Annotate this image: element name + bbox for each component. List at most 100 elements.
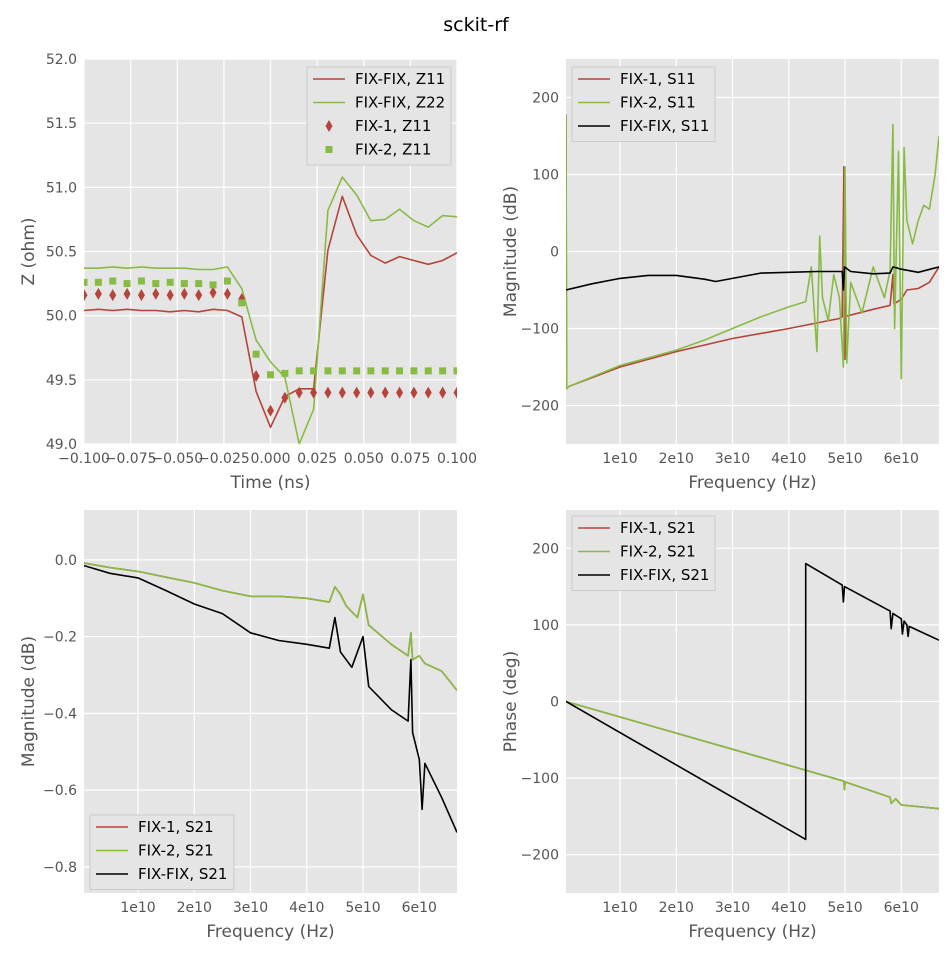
y-tick-label: 51.5: [46, 116, 77, 132]
series-fix-2-z11-point: [252, 350, 260, 358]
y-tick-label: 100: [532, 168, 559, 184]
legend: FIX-FIX, Z11 FIX-FIX, Z22 FIX-1, Z11 FIX-2,…: [306, 66, 452, 166]
series-fix-1-z11-point: [310, 386, 318, 399]
y-tick-label: −200: [521, 848, 559, 864]
x-tick-label: 2e10: [177, 900, 212, 916]
series-fix-2-z11-point: [310, 367, 318, 375]
series-fix-1-z11-point: [439, 386, 447, 399]
series-fix-1-z11-point: [195, 289, 203, 302]
x-tick-label: 0.100: [437, 451, 477, 467]
series-fix-1-z11-point: [252, 369, 260, 382]
series-fix-2-z11-point: [223, 277, 231, 285]
y-axis-label: Z (ohm): [19, 217, 39, 285]
x-tick-label: 1e10: [602, 451, 637, 467]
series-fix-2-z11-point: [281, 369, 289, 377]
y-tick-label: 51.0: [46, 180, 77, 196]
series-fix-1-z11-point: [396, 386, 404, 399]
legend: FIX-1, S11 FIX-2, S11 FIX-FIX, S11: [571, 66, 716, 142]
legend: FIX-1, S21 FIX-2, S21 FIX-FIX, S21: [89, 814, 235, 890]
series-fix-2-z11-point: [166, 278, 174, 286]
series-fix-1-z11-point: [338, 386, 346, 399]
series-fix-2-s21-line: [566, 700, 939, 810]
legend-label: FIX-FIX, S11: [620, 117, 709, 135]
series-fix-1-z11-point: [123, 287, 131, 300]
series-group: [566, 114, 939, 390]
x-tick-label: 4e10: [289, 900, 324, 916]
series-fix-1-z11-point: [152, 287, 160, 300]
subplot-1: −0.100−0.075−0.050−0.025 0.000 0.025 0.050 0…: [19, 52, 477, 493]
x-tick-label: 6e10: [884, 451, 919, 467]
series-fix-1-z11-point: [424, 386, 432, 399]
series-group: [566, 562, 939, 841]
x-tick-label: 6e10: [402, 900, 437, 916]
series-group: [84, 176, 457, 444]
legend-label: FIX-FIX, Z11: [355, 70, 445, 88]
series-fix-2-z11-point: [424, 367, 432, 375]
series-fix-1-z11-point: [180, 287, 188, 300]
legend-label: FIX-1, S21: [620, 519, 696, 537]
y-tick-label: −200: [521, 399, 559, 415]
y-tick-label: 49.5: [46, 373, 77, 389]
series-fix-fix-z11-line: [84, 195, 457, 429]
y-tick-label: 0: [550, 245, 559, 261]
y-tick-label: 49.0: [46, 437, 77, 453]
x-tick-label: 2e10: [659, 451, 694, 467]
x-tick-label: −0.075: [105, 451, 157, 467]
series-fix-2-z11-point: [195, 280, 203, 288]
y-axis-label: Magnitude (dB): [501, 186, 521, 317]
legend-label: FIX-2, S21: [138, 842, 214, 860]
x-tick-label: 4e10: [771, 451, 806, 467]
series-fix-fix-s11-line: [566, 266, 939, 291]
y-axis-label: Magnitude (dB): [19, 636, 39, 767]
series-fix-2-z11-point: [381, 367, 389, 375]
subplot-4: 1e10 2e10 3e10 4e10 5e10 6e10 −200 −100 0 100 200 F…: [501, 510, 939, 942]
subplot-3: 1e10 2e10 3e10 4e10 5e10 6e10 −0.8 −0.6 −0.4 −0.2…: [19, 510, 457, 942]
series-fix-2-z11-point: [94, 278, 102, 286]
legend-label: FIX-1, S21: [138, 818, 214, 836]
series-fix-fix-z22-line: [84, 176, 457, 444]
series-fix-2-z11-point: [84, 278, 88, 286]
series-fix-2-z11-point: [123, 280, 131, 288]
series-fix-1-z11-point: [94, 287, 102, 300]
series-fix-2-z11-point: [338, 367, 346, 375]
x-tick-label: −0.025: [198, 451, 250, 467]
series-fix-1-s11-line: [566, 114, 939, 390]
series-fix-1-z11-point: [166, 289, 174, 302]
series-fix-2-z11-point: [396, 367, 404, 375]
series-fix-1-z11-point: [137, 289, 145, 302]
series-fix-1-z11-point: [209, 286, 217, 299]
legend-label: FIX-1, Z11: [355, 117, 431, 135]
x-tick-label: 3e10: [715, 900, 750, 916]
y-tick-label: 52.0: [46, 52, 77, 68]
series-fix-1-z11-point: [381, 386, 389, 399]
series-fix-1-z11-point: [353, 386, 361, 399]
series-fix-2-z11-point: [109, 277, 117, 285]
series-fix-fix-s21-line: [84, 564, 457, 833]
series-fix-1-z11-point: [109, 289, 117, 302]
legend-label: FIX-1, S11: [620, 70, 696, 88]
series-fix-1-z11-point: [410, 386, 418, 399]
series-fix-1-z11-point: [295, 386, 303, 399]
x-tick-label: 1e10: [120, 900, 155, 916]
x-tick-label: 1e10: [602, 900, 637, 916]
y-tick-label: 50.0: [46, 309, 77, 325]
series-fix-1-z11-point: [453, 386, 457, 399]
legend-label: FIX-FIX, S21: [138, 865, 227, 883]
series-fix-1-z11-point: [267, 404, 274, 417]
legend: FIX-1, S21 FIX-2, S21 FIX-FIX, S21: [571, 515, 716, 591]
y-tick-label: −100: [521, 771, 559, 787]
legend-swatch: [325, 120, 333, 132]
series-group: [84, 562, 457, 833]
series-fix-2-z11-point: [180, 280, 188, 288]
y-tick-label: −0.6: [43, 783, 77, 799]
x-tick-label: 3e10: [233, 900, 268, 916]
series-fix-2-z11-point: [295, 367, 303, 375]
x-tick-label: −0.050: [151, 451, 203, 467]
series-fix-2-z11-point: [439, 367, 447, 375]
series-fix-2-z11-point: [137, 277, 145, 285]
legend-swatch: [325, 146, 333, 153]
legend-label: FIX-2, S21: [620, 543, 696, 561]
legend-label: FIX-FIX, Z22: [355, 94, 445, 112]
x-tick-label: −0.100: [58, 451, 110, 467]
y-tick-label: −100: [521, 322, 559, 338]
